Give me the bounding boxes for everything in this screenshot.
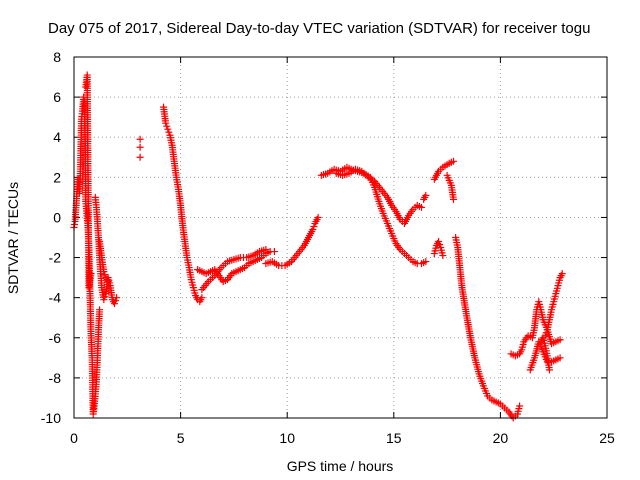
x-tick-label: 25 xyxy=(599,430,615,446)
data-point xyxy=(111,300,119,308)
data-point-interp xyxy=(112,297,120,305)
y-tick-label: 6 xyxy=(53,89,61,105)
data-point xyxy=(516,402,524,410)
data-point xyxy=(449,157,457,165)
data-point xyxy=(418,203,426,211)
data-point xyxy=(556,354,564,362)
data-point xyxy=(136,135,144,143)
data-point-interp xyxy=(310,222,318,230)
plot-frame xyxy=(73,56,608,419)
data-point xyxy=(87,270,95,278)
data-point xyxy=(113,294,121,302)
y-tick-label: -8 xyxy=(49,370,62,386)
axis-ticks: 0 5 10 15 20 25 -10 -8 -6 -4 -2 0 2 4 6 8 xyxy=(41,49,615,446)
chart-title: Day 075 of 2017, Sidereal Day-to-day VTE… xyxy=(48,20,590,37)
data-point xyxy=(136,143,144,151)
y-tick-label: 4 xyxy=(53,129,61,145)
y-axis-label: SDTVAR / TECUs xyxy=(5,182,21,294)
x-tick-label: 0 xyxy=(70,430,78,446)
data-point xyxy=(422,191,430,199)
data-point xyxy=(435,238,443,246)
chart-grid xyxy=(74,57,607,418)
data-point xyxy=(96,306,104,314)
data-point xyxy=(198,294,206,302)
y-tick-label: -6 xyxy=(49,330,62,346)
data-point xyxy=(545,366,553,374)
data-point xyxy=(262,246,270,254)
data-point xyxy=(558,270,566,278)
data-point xyxy=(541,332,549,340)
y-tick-label: -10 xyxy=(41,410,61,426)
data-point xyxy=(309,225,317,233)
y-tick-label: -2 xyxy=(49,250,62,266)
data-point xyxy=(136,153,144,161)
data-point xyxy=(162,119,170,127)
data-point xyxy=(449,195,457,203)
y-tick-label: 8 xyxy=(53,49,61,65)
data-point-interp xyxy=(101,293,109,301)
data-point-interp xyxy=(163,122,171,130)
data-points xyxy=(70,71,566,422)
data-point xyxy=(100,296,108,304)
y-tick-label: 2 xyxy=(53,169,61,185)
x-tick-label: 10 xyxy=(279,430,295,446)
data-point-interp xyxy=(101,271,109,279)
x-tick-label: 15 xyxy=(386,430,402,446)
x-axis-label: GPS time / hours xyxy=(287,458,394,474)
data-point xyxy=(270,248,278,256)
data-point xyxy=(422,258,430,266)
data-point-interp xyxy=(165,128,173,136)
y-tick-label: 0 xyxy=(53,209,61,225)
data-point-interp xyxy=(542,329,550,337)
data-point xyxy=(104,278,112,286)
x-tick-label: 5 xyxy=(177,430,185,446)
data-point xyxy=(556,336,564,344)
data-point xyxy=(314,213,322,221)
data-point xyxy=(100,268,108,276)
data-point xyxy=(164,125,172,133)
data-point xyxy=(439,252,447,260)
x-tick-label: 20 xyxy=(493,430,509,446)
y-tick-label: -4 xyxy=(49,290,62,306)
data-point-interp xyxy=(436,241,444,249)
